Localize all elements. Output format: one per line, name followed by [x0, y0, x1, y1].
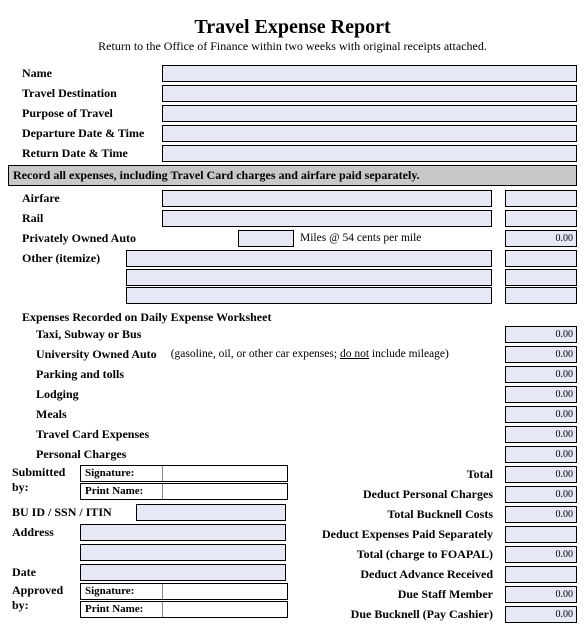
address-input-2[interactable]: [80, 544, 286, 561]
approved-printname-box[interactable]: Print Name:: [80, 601, 288, 618]
report-title: Travel Expense Report: [8, 16, 577, 39]
rail-input[interactable]: [162, 210, 492, 227]
total-label: Total: [467, 467, 499, 482]
personal-label: Personal Charges: [8, 447, 505, 462]
meals-amount[interactable]: 0.00: [505, 406, 577, 423]
destination-label: Travel Destination: [8, 86, 158, 101]
due-staff-label: Due Staff Member: [398, 587, 499, 602]
total-amount[interactable]: 0.00: [505, 466, 577, 483]
address-input-1[interactable]: [80, 524, 286, 541]
worksheet-heading: Expenses Recorded on Daily Expense Works…: [8, 310, 577, 325]
taxi-label: Taxi, Subway or Bus: [8, 327, 505, 342]
other-input-3[interactable]: [126, 287, 492, 304]
other-amount-3[interactable]: [505, 287, 577, 304]
buid-label: BU ID / SSN / ITIN: [8, 505, 132, 520]
return-label: Return Date & Time: [8, 146, 158, 161]
printname-label-1: Print Name:: [81, 484, 163, 499]
tcard-amount[interactable]: 0.00: [505, 426, 577, 443]
personal-amount[interactable]: 0.00: [505, 446, 577, 463]
due-bucknell-amount[interactable]: 0.00: [505, 606, 577, 623]
univ-auto-note: (gasoline, oil, or other car expenses; d…: [157, 348, 505, 360]
other-amount-1[interactable]: [505, 250, 577, 267]
submitted-signature-box[interactable]: Signature:: [80, 465, 288, 482]
meals-label: Meals: [8, 407, 505, 422]
due-bucknell-label: Due Bucknell (Pay Cashier): [351, 607, 499, 622]
approved-label: Approved by:: [8, 583, 80, 613]
address-label: Address: [8, 525, 80, 540]
deduct-personal-label: Deduct Personal Charges: [363, 487, 499, 502]
lodging-amount[interactable]: 0.00: [505, 386, 577, 403]
parking-amount[interactable]: 0.00: [505, 366, 577, 383]
lodging-label: Lodging: [8, 387, 505, 402]
univ-auto-label: University Owned Auto: [8, 347, 157, 362]
foapal-amount[interactable]: 0.00: [505, 546, 577, 563]
signature-label-2: Signature:: [81, 584, 163, 599]
tcard-label: Travel Card Expenses: [8, 427, 505, 442]
other-input-1[interactable]: [126, 250, 492, 267]
submitted-printname-box[interactable]: Print Name:: [80, 483, 288, 500]
departure-label: Departure Date & Time: [8, 126, 158, 141]
report-subtitle: Return to the Office of Finance within t…: [8, 39, 577, 54]
deduct-sep-label: Deduct Expenses Paid Separately: [322, 527, 499, 542]
auto-miles-input[interactable]: [238, 230, 294, 247]
airfare-input[interactable]: [162, 190, 492, 207]
record-banner: Record all expenses, including Travel Ca…: [8, 165, 577, 186]
printname-label-2: Print Name:: [81, 602, 163, 617]
purpose-input[interactable]: [162, 105, 577, 122]
name-input[interactable]: [162, 65, 577, 82]
bucknell-costs-amount[interactable]: 0.00: [505, 506, 577, 523]
destination-input[interactable]: [162, 85, 577, 102]
parking-label: Parking and tolls: [8, 367, 505, 382]
submitted-label: Submitted by:: [8, 465, 80, 495]
airfare-label: Airfare: [8, 191, 158, 206]
auto-amount[interactable]: 0.00: [505, 230, 577, 247]
due-staff-amount[interactable]: 0.00: [505, 586, 577, 603]
univ-auto-amount[interactable]: 0.00: [505, 346, 577, 363]
rail-amount[interactable]: [505, 210, 577, 227]
purpose-label: Purpose of Travel: [8, 106, 158, 121]
airfare-amount[interactable]: [505, 190, 577, 207]
bucknell-costs-label: Total Bucknell Costs: [387, 507, 499, 522]
departure-input[interactable]: [162, 125, 577, 142]
taxi-amount[interactable]: 0.00: [505, 326, 577, 343]
other-input-2[interactable]: [126, 269, 492, 286]
name-label: Name: [8, 66, 158, 81]
deduct-personal-amount[interactable]: 0.00: [505, 486, 577, 503]
rail-label: Rail: [8, 211, 158, 226]
return-input[interactable]: [162, 145, 577, 162]
advance-amount[interactable]: [505, 566, 577, 583]
deduct-sep-amount[interactable]: [505, 526, 577, 543]
auto-label: Privately Owned Auto: [8, 231, 158, 246]
other-amount-2[interactable]: [505, 269, 577, 286]
approved-signature-box[interactable]: Signature:: [80, 583, 288, 600]
foapal-label: Total (charge to FOAPAL): [357, 547, 499, 562]
date-input[interactable]: [80, 564, 286, 581]
buid-input[interactable]: [136, 504, 286, 521]
other-label: Other (itemize): [8, 251, 122, 266]
auto-note: Miles @ 54 cents per mile: [294, 232, 421, 244]
signature-label-1: Signature:: [81, 466, 163, 481]
date-label: Date: [8, 565, 80, 580]
advance-label: Deduct Advance Received: [360, 567, 499, 582]
